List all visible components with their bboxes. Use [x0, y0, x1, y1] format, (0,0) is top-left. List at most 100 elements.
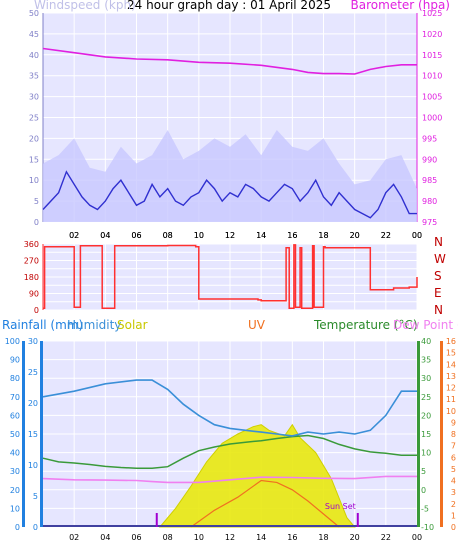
x-tick-label: 10	[194, 231, 204, 240]
dewpoint-tick-label: 1	[451, 511, 456, 520]
temperature-axis-bar	[417, 341, 420, 527]
temperature-tick-label: 15	[421, 430, 431, 439]
temperature-line	[42, 434, 417, 469]
graph-title: 24 hour graph day : 01 April 2025	[127, 0, 331, 12]
x-tick-label: 12	[225, 231, 235, 240]
dewpoint-tick-label: 2	[451, 500, 456, 509]
humidity-tick-label: 10	[10, 504, 20, 513]
x-tick-label: 02	[69, 533, 79, 542]
y-right-tick-label: 1020	[422, 30, 442, 39]
rainfall-tick-label: 15	[28, 430, 38, 439]
y-right-tick-label: 995	[422, 134, 437, 143]
dewpoint-tick-label: 16	[446, 337, 456, 346]
temperature-tick-label: 0	[421, 486, 426, 495]
dewpoint-tick-label: 13	[446, 372, 456, 381]
x-tick-label: 00	[412, 533, 422, 542]
y-tick-label: 15	[29, 155, 39, 164]
y-right-tick-label: 1015	[422, 51, 442, 60]
rainfall-tick-label: 20	[28, 399, 38, 408]
y-tick-label: 5	[34, 197, 39, 206]
dewpoint-tick-label: 14	[446, 360, 456, 369]
x-tick-label: 12	[225, 533, 235, 542]
dewpoint-tick-label: 6	[451, 453, 456, 462]
humidity-tick-label: 70	[10, 393, 20, 402]
x-tick-label: 12	[225, 231, 235, 240]
x-tick-label: 18	[318, 533, 328, 542]
sunset-label: Sun Set	[325, 502, 356, 511]
x-tick-label: 02	[69, 231, 79, 240]
humidity-tick-label: 20	[10, 486, 20, 495]
x-tick-label: 02	[69, 231, 79, 240]
dewpoint-tick-label: 4	[451, 477, 456, 486]
y-right-tick-label: 990	[422, 155, 437, 164]
humidity-tick-label: 0	[15, 523, 20, 532]
y-tick-label: 0	[34, 218, 39, 227]
dewpoint-tick-label: 3	[451, 488, 456, 497]
x-tick-label: 14	[256, 231, 266, 240]
x-tick-label: 06	[131, 231, 141, 240]
humidity-tick-label: 80	[10, 374, 20, 383]
dewpoint-tick-label: 8	[451, 430, 456, 439]
y-right-tick-label: 975	[422, 218, 437, 227]
x-tick-label: 08	[163, 231, 173, 240]
y-tick-label: 45	[29, 30, 39, 39]
environment-panel: 0102030405060708090100051015202530-10-50…	[5, 337, 456, 542]
y-tick-label: 180	[24, 273, 39, 282]
rainfall-tick-label: 0	[33, 523, 38, 532]
humidity-tick-label: 30	[10, 467, 20, 476]
y-right-tick-label: 1010	[422, 72, 442, 81]
rainfall-tick-label: 25	[28, 368, 38, 377]
humidity-tick-label: 60	[10, 411, 20, 420]
y-tick-label: 270	[24, 257, 39, 266]
y-tick-label: 35	[29, 72, 39, 81]
x-tick-label: 14	[256, 231, 266, 240]
humidity-axis-bar	[22, 341, 25, 527]
solar-axis-label: Solar	[117, 318, 148, 332]
x-tick-label: 08	[163, 533, 173, 542]
x-tick-label: 18	[318, 231, 328, 240]
humidity-axis-label: Humidity	[67, 318, 121, 332]
humidity-tick-label: 40	[10, 449, 20, 458]
x-tick-label: 16	[287, 231, 297, 240]
windspeed-line	[42, 170, 417, 219]
dewpoint-tick-label: 7	[451, 442, 456, 451]
temperature-axis-label: Temperature (°C)	[313, 318, 418, 332]
solar-area	[158, 423, 356, 528]
gust-area	[43, 130, 417, 222]
x-tick-label: 08	[163, 231, 173, 240]
y-tick-label: 50	[29, 9, 39, 18]
rainfall-tick-label: 5	[33, 492, 38, 501]
compass-label: W	[434, 252, 446, 266]
y-right-tick-label: 1000	[422, 114, 442, 123]
y-tick-label: 30	[29, 93, 39, 102]
humidity-tick-label: 50	[10, 430, 20, 439]
x-tick-label: 10	[194, 231, 204, 240]
x-tick-label: 14	[256, 533, 266, 542]
x-tick-label: 00	[412, 231, 422, 240]
y-tick-label: 0	[34, 306, 39, 315]
rainfall-axis-bar	[40, 341, 43, 527]
y-right-tick-label: 1025	[422, 9, 442, 18]
x-tick-label: 06	[131, 533, 141, 542]
y-tick-label: 25	[29, 114, 39, 123]
dewpoint-tick-label: 0	[451, 523, 456, 532]
temperature-tick-label: 35	[421, 356, 431, 365]
dewpoint-line	[42, 475, 417, 484]
temperature-tick-label: 40	[421, 337, 431, 346]
x-tick-label: 06	[131, 231, 141, 240]
y-tick-label: 20	[29, 134, 39, 143]
y-right-tick-label: 980	[422, 197, 437, 206]
uv-axis-label: UV	[248, 318, 266, 332]
dewpoint-tick-label: 10	[446, 407, 456, 416]
barometer-axis-label: Barometer (hpa)	[351, 0, 450, 12]
dewpoint-axis-label: Dew Point (°C)	[393, 318, 458, 332]
compass-label: E	[434, 286, 442, 300]
x-tick-label: 16	[287, 533, 297, 542]
temperature-tick-label: -10	[421, 523, 434, 532]
y-tick-label: 90	[29, 290, 39, 299]
x-tick-label: 18	[318, 231, 328, 240]
dewpoint-axis-bar	[440, 341, 443, 527]
x-tick-label: 00	[412, 231, 422, 240]
dewpoint-tick-label: 15	[446, 349, 456, 358]
